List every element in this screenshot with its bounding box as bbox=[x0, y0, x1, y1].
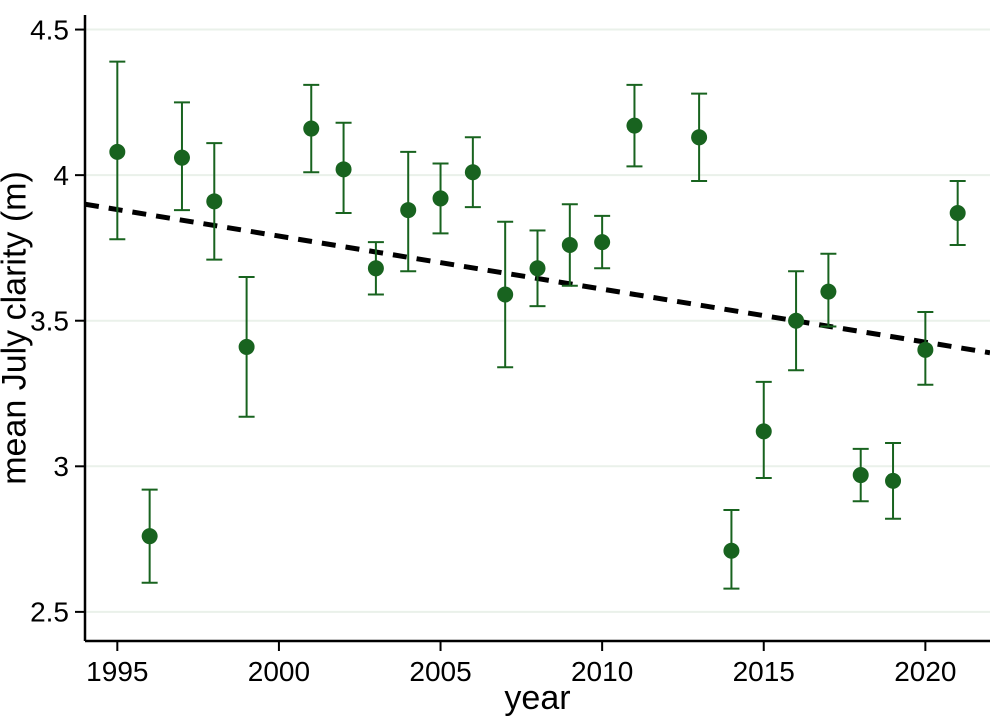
x-tick-label: 2015 bbox=[733, 656, 795, 687]
data-point bbox=[626, 118, 642, 134]
x-tick-label: 2010 bbox=[571, 656, 633, 687]
clarity-trend-chart: 1995 2000 2005 2010 2015 2020 2.5 3 3.5 4 4.5 year m… bbox=[0, 0, 1004, 721]
data-point bbox=[562, 237, 578, 253]
x-tick-label: 1995 bbox=[86, 656, 148, 687]
data-point bbox=[594, 234, 610, 250]
y-tick-label: 3 bbox=[53, 451, 69, 482]
data-point bbox=[336, 161, 352, 177]
data-point bbox=[885, 473, 901, 489]
data-point bbox=[368, 260, 384, 276]
data-point bbox=[917, 342, 933, 358]
data-point bbox=[853, 467, 869, 483]
x-axis-title: year bbox=[504, 679, 570, 717]
y-axis-title: mean July clarity (m) bbox=[0, 171, 34, 485]
x-tick-label: 2005 bbox=[409, 656, 471, 687]
x-tick-label: 2000 bbox=[248, 656, 310, 687]
y-tick-label: 3.5 bbox=[30, 306, 69, 337]
data-point bbox=[530, 260, 546, 276]
data-point bbox=[400, 202, 416, 218]
data-point bbox=[756, 423, 772, 439]
data-point bbox=[497, 287, 513, 303]
data-point bbox=[723, 543, 739, 559]
data-point bbox=[239, 339, 255, 355]
data-point bbox=[206, 193, 222, 209]
data-point bbox=[174, 150, 190, 166]
data-point bbox=[691, 129, 707, 145]
data-point bbox=[820, 284, 836, 300]
data-point bbox=[788, 313, 804, 329]
data-point bbox=[433, 190, 449, 206]
data-point bbox=[303, 121, 319, 137]
data-point bbox=[950, 205, 966, 221]
data-point bbox=[109, 144, 125, 160]
chart-container: 1995 2000 2005 2010 2015 2020 2.5 3 3.5 4 4.5 year m… bbox=[0, 0, 1004, 721]
data-point bbox=[465, 164, 481, 180]
y-tick-label: 4 bbox=[53, 160, 69, 191]
x-tick-label: 2020 bbox=[894, 656, 956, 687]
data-point bbox=[142, 528, 158, 544]
y-tick-label: 4.5 bbox=[30, 14, 69, 45]
y-tick-label: 2.5 bbox=[30, 597, 69, 628]
